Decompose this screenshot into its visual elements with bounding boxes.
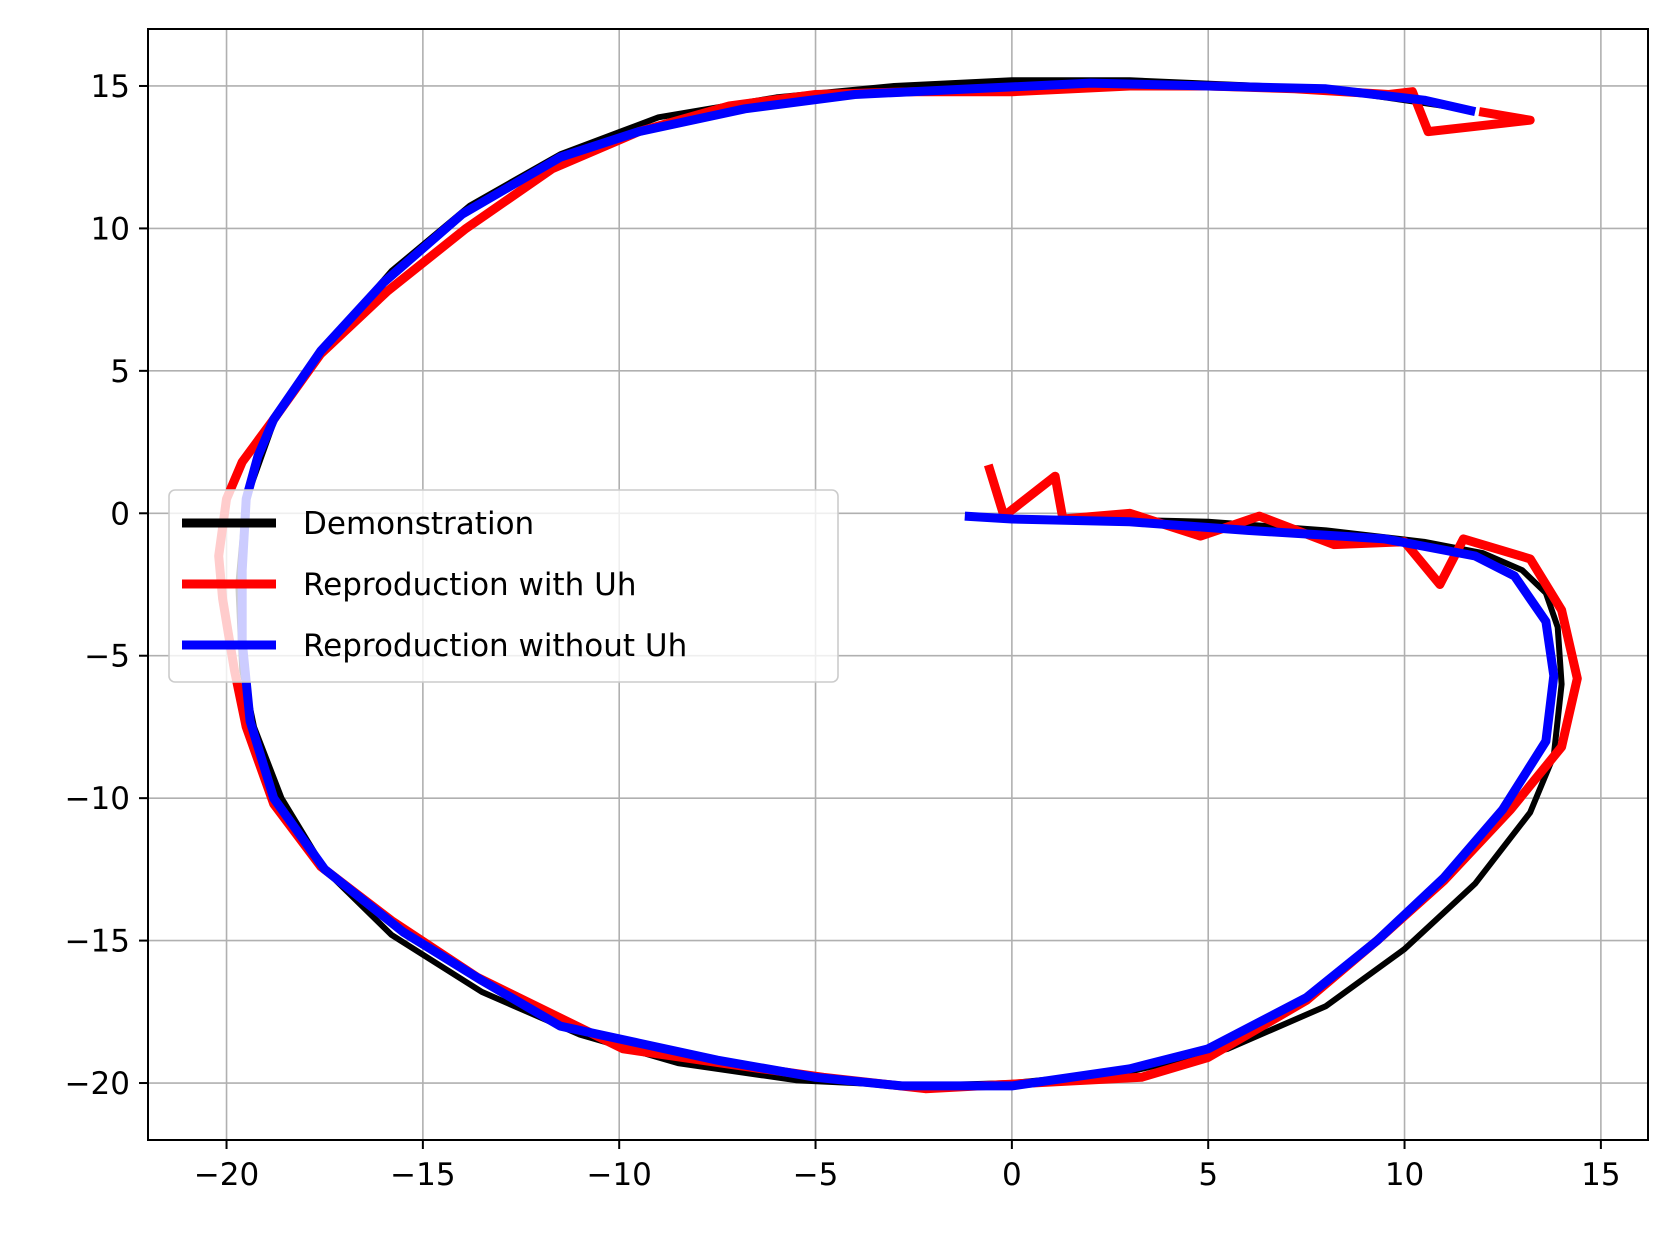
- x-tick-label: 5: [1198, 1157, 1218, 1193]
- x-tick-label: 15: [1581, 1157, 1620, 1193]
- y-tick-label: −5: [84, 639, 130, 675]
- x-tick-label: −20: [194, 1157, 259, 1193]
- legend-box: [168, 489, 839, 683]
- x-tick-label: 10: [1385, 1157, 1424, 1193]
- y-tick-label: −10: [65, 781, 130, 817]
- axes-frame: [147, 28, 1649, 1141]
- y-tick-label: 5: [110, 354, 130, 390]
- y-tick-label: 15: [91, 69, 130, 105]
- x-tick-label: −15: [390, 1157, 455, 1193]
- legend-label-demonstration: Demonstration: [303, 506, 534, 542]
- y-tick-label: −20: [65, 1066, 130, 1102]
- legend-label-reproduction-with-uh: Reproduction with Uh: [303, 567, 637, 603]
- x-tick-label: 0: [1002, 1157, 1022, 1193]
- tick-marks-and-labels: −20 −15 −10 −5 0 5 10 15 15 10 5 0 −5 −10 −15 −20: [65, 69, 1621, 1193]
- x-tick-label: −5: [793, 1157, 839, 1193]
- y-tick-label: 10: [91, 211, 130, 247]
- y-tick-label: −15: [65, 924, 130, 960]
- series-lines: [214, 77, 1582, 1094]
- legend-label-reproduction-without-uh: Reproduction without Uh: [303, 628, 687, 664]
- x-tick-label: −10: [586, 1157, 651, 1193]
- grid: [148, 29, 1648, 1140]
- series-line-reproduction-without-uh: [237, 78, 1559, 1091]
- y-tick-label: 0: [110, 496, 130, 532]
- legend: Demonstration Reproduction with Uh Repro…: [168, 489, 839, 683]
